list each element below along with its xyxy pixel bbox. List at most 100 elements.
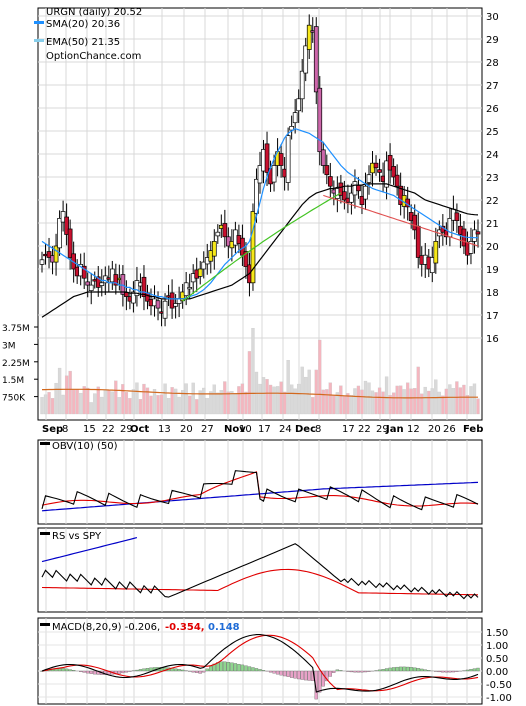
macd-histogram-bar <box>117 670 122 674</box>
volume-bar <box>156 395 160 415</box>
macd-histogram-bar <box>339 670 343 672</box>
candle-body <box>211 241 217 257</box>
macd-histogram-bar <box>258 669 262 672</box>
macd-histogram-bar <box>223 661 227 672</box>
volume-bar <box>57 367 62 415</box>
volume-tick-label: 2.25M <box>2 359 30 369</box>
volume-bar <box>82 386 86 415</box>
macd-histogram-bar <box>128 670 132 672</box>
macd-histogram-bar <box>398 666 403 672</box>
volume-bar <box>152 389 157 415</box>
x-tick-label: Oct <box>130 424 149 435</box>
candle-body <box>271 165 277 183</box>
macd-histogram-bar <box>89 670 93 674</box>
volume-bar <box>233 392 238 415</box>
volume-tick-label: 1.5M <box>2 376 24 386</box>
macd-histogram-bar <box>328 670 332 677</box>
macd-histogram-bar <box>93 670 97 675</box>
x-tick-label: 8 <box>62 424 68 435</box>
macd-histogram-bar <box>391 667 396 672</box>
volume-bar <box>377 387 382 415</box>
macd-histogram-bar <box>321 670 325 687</box>
macd-histogram-bar <box>195 670 199 673</box>
macd-histogram-bar <box>173 668 178 672</box>
volume-bar <box>413 388 417 415</box>
macd-legend-swatch <box>40 623 50 626</box>
macd-histogram-bar <box>240 664 245 672</box>
macd-histogram-bar <box>363 670 368 673</box>
x-tick-label: 17 <box>258 424 271 435</box>
macd-signal-legend-label: -0.354, <box>165 622 205 633</box>
volume-bar <box>230 391 234 415</box>
x-tick-label: Sep <box>42 424 63 435</box>
x-tick-label: 29 <box>376 424 389 435</box>
volume-bar <box>353 388 357 415</box>
macd-histogram-bar <box>191 670 195 673</box>
volume-bar <box>121 384 125 415</box>
macd-histogram-bar <box>346 670 350 672</box>
volume-bar <box>198 390 202 415</box>
macd-histogram-bar <box>261 670 266 672</box>
rs-legend-label: RS vs SPY <box>52 531 102 542</box>
candle-body <box>173 303 178 307</box>
macd-histogram-bar <box>64 668 69 672</box>
candle-body <box>215 231 221 237</box>
candle-body <box>254 178 259 214</box>
macd-histogram-bar <box>423 669 427 672</box>
candle-body <box>320 149 326 166</box>
candle-body <box>349 192 354 203</box>
volume-bar <box>465 395 470 415</box>
candle-body <box>359 195 365 205</box>
macd-histogram-bar <box>275 670 280 675</box>
macd-histogram-bar <box>272 670 276 674</box>
macd-histogram-bar <box>198 670 202 674</box>
macd-histogram-bar <box>138 669 143 672</box>
volume-bar <box>360 389 364 415</box>
candle-body <box>338 182 344 196</box>
candle-body <box>141 276 147 297</box>
macd-histogram-bar <box>289 670 294 678</box>
volume-bar <box>342 395 347 415</box>
volume-bar <box>135 382 139 415</box>
macd-histogram-bar <box>86 670 90 674</box>
volume-bar <box>300 366 304 415</box>
macd-histogram-bar <box>451 670 456 673</box>
volume-bar <box>107 389 111 415</box>
macd-histogram-bar <box>61 668 65 672</box>
price-tick-label: 23 <box>486 173 499 184</box>
candle-body <box>363 185 368 200</box>
x-tick-label: Jan <box>385 424 404 435</box>
volume-bar <box>184 383 188 415</box>
candle-body <box>120 274 126 295</box>
volume-bar <box>212 384 216 415</box>
macd-histogram-bar <box>448 670 452 673</box>
volume-bar <box>279 381 283 415</box>
price-tick-label: 25 <box>486 127 499 138</box>
candle-body <box>296 98 302 112</box>
candle-body <box>64 216 69 235</box>
macd-tick-label: 0.50 <box>486 654 508 665</box>
volume-bar <box>416 366 420 415</box>
macd-histogram-bar <box>237 663 241 672</box>
candle-body <box>131 291 136 304</box>
price-legend-title: URGN (daily) 20.52 <box>46 7 142 18</box>
rs-average-line <box>41 568 478 596</box>
volume-bar <box>237 386 241 415</box>
candle-body <box>306 24 312 50</box>
macd-histogram-bar <box>82 670 86 673</box>
macd-histogram-bar <box>377 669 382 672</box>
price-tick-label: 30 <box>486 12 499 23</box>
volume-bar <box>93 393 97 415</box>
candle-body <box>472 229 477 242</box>
volume-bar <box>64 375 69 415</box>
trend-line-green <box>182 192 342 302</box>
volume-bar <box>448 384 452 415</box>
volume-bar <box>395 385 399 415</box>
volume-bar <box>391 392 396 415</box>
candle-body <box>88 284 94 291</box>
candle-body <box>429 257 435 274</box>
volume-bar <box>297 383 301 415</box>
macd-histogram-bar <box>68 669 72 672</box>
macd-histogram-bar <box>381 669 385 672</box>
